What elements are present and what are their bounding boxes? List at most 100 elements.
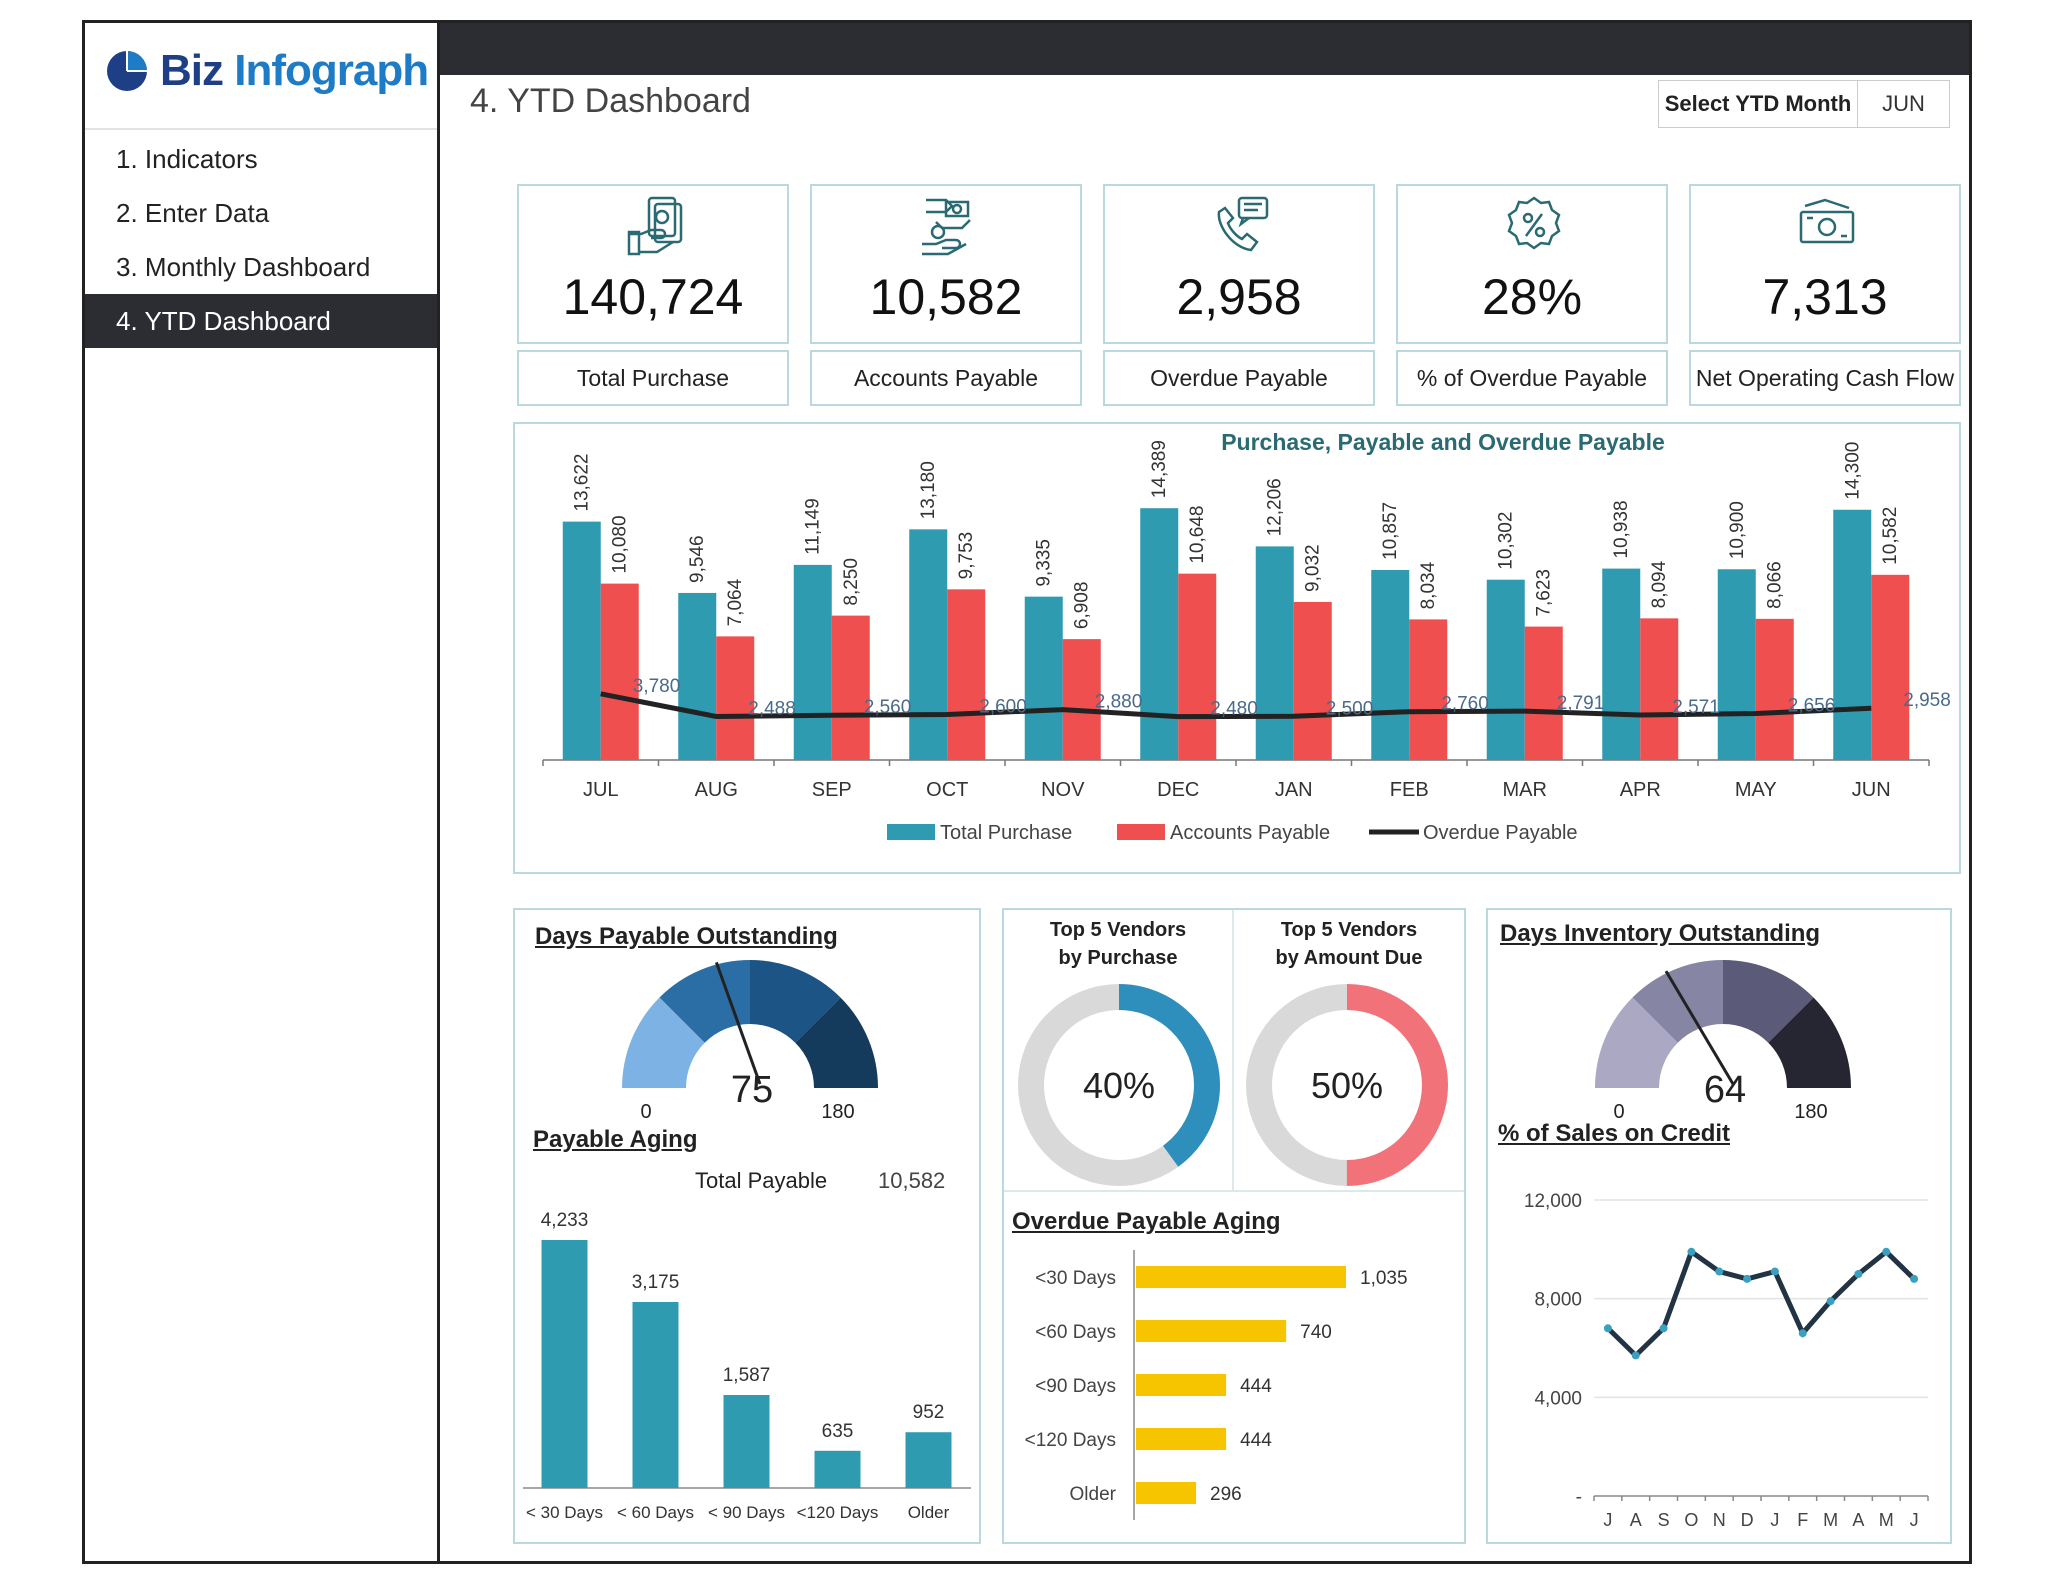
gauge-max-label: 180 (1794, 1101, 1827, 1123)
bar-label-total-purchase: 11,149 (803, 498, 824, 555)
x-tick-label: NOV (1041, 779, 1085, 801)
x-tick-label: < 30 Days (526, 1503, 603, 1522)
x-tick-label: Older (908, 1503, 950, 1522)
x-tick-label: N (1713, 1510, 1726, 1530)
bar-label-accounts-payable: 10,080 (610, 515, 631, 573)
vendor-divider (1232, 910, 1234, 1190)
gauge-value: 64 (1704, 1069, 1746, 1111)
bar-label-accounts-payable: 8,250 (841, 558, 862, 606)
bar-label-payable-aging: 4,233 (541, 1210, 589, 1231)
bar-accounts-payable (831, 615, 870, 760)
gauge-segment (1632, 960, 1723, 1043)
purchase-payable-chart-panel: Purchase, Payable and Overdue Payable 13,… (513, 422, 1961, 874)
line-point-sales-on-credit (1743, 1274, 1752, 1283)
bar-payable-aging (814, 1450, 861, 1488)
payable-aging-chart: 4,233 < 30 Days 3,175 < 60 Days 1,587 < 90 Da… (523, 1210, 971, 1522)
vendor-section-divider (1004, 1190, 1464, 1192)
bar-label-accounts-payable: 8,094 (1649, 560, 1670, 608)
line-sales-on-credit (1606, 1247, 1916, 1359)
donut-slice (1018, 984, 1220, 1186)
bar-label-payable-aging: 1,587 (723, 1365, 771, 1386)
sidebar-item-monthly-dashboard[interactable]: 3. Monthly Dashboard (116, 252, 371, 282)
bar-total-purchase (1602, 568, 1641, 760)
sidebar: Biz Infograph 1. Indicators 2. Enter Dat… (82, 20, 440, 1564)
ytd-month-value[interactable]: JUN (1882, 91, 1925, 116)
kpi-value-accounts-payable: 10,582 (869, 269, 1023, 325)
bar-accounts-payable (1409, 619, 1448, 760)
y-tick-label: <60 Days (1035, 1322, 1116, 1343)
vendors-overdue-panel: Top 5 Vendors by Purchase Top 5 Vendors … (1002, 908, 1466, 1544)
kpi-label-net-operating-cash-flow: Net Operating Cash Flow (1689, 350, 1961, 406)
bar-label-overdue-aging: 444 (1240, 1376, 1272, 1397)
x-tick-label: M (1823, 1510, 1838, 1530)
line-point-sales-on-credit (1910, 1274, 1919, 1283)
overdue-aging-title: Overdue Payable Aging (1012, 1208, 1281, 1235)
line-label-overdue-payable: 2,571 (1672, 697, 1720, 718)
bar-label-total-purchase: 12,206 (1265, 478, 1286, 536)
x-tick-label: JUL (583, 779, 619, 801)
gauge-min-label: 0 (640, 1101, 651, 1123)
bar-total-purchase (1486, 579, 1525, 760)
x-tick-label: F (1797, 1510, 1808, 1530)
bar-total-purchase (1024, 596, 1063, 760)
gauge-segment (622, 997, 705, 1088)
x-tick-label: O (1684, 1510, 1698, 1530)
pie-logo-icon (107, 51, 147, 91)
line-overdue-payable (600, 691, 1872, 720)
bar-overdue-aging (1136, 1428, 1227, 1450)
kpi-value-percent-overdue: 28% (1481, 269, 1583, 325)
y-tick-label: <90 Days (1035, 1376, 1116, 1397)
bar-accounts-payable (947, 589, 986, 760)
dpo-title: Days Payable Outstanding (535, 923, 838, 950)
x-tick-label: MAY (1735, 779, 1777, 801)
logo-text: Biz Infograph (160, 46, 429, 96)
x-tick-label: SEP (812, 779, 852, 801)
bar-accounts-payable (1178, 573, 1217, 760)
bar-label-accounts-payable: 7,623 (1534, 569, 1555, 617)
sidebar-item-ytd-dashboard[interactable]: 4. YTD Dashboard (82, 294, 437, 348)
bar-label-accounts-payable: 8,034 (1418, 561, 1439, 609)
bar-label-total-purchase: 10,900 (1727, 501, 1748, 559)
x-tick-label: FEB (1390, 779, 1429, 801)
bar-label-total-purchase: 14,389 (1149, 440, 1170, 498)
x-tick-label: APR (1620, 779, 1661, 801)
top5-due-title-line2: by Amount Due (1275, 947, 1423, 969)
line-point-sales-on-credit (1687, 1247, 1696, 1256)
gauge-min-label: 0 (1613, 1101, 1624, 1123)
x-tick-label: MAR (1503, 779, 1547, 801)
x-tick-label: JAN (1275, 779, 1313, 801)
kpi-value-overdue-payable: 2,958 (1176, 269, 1302, 325)
sidebar-item-enter-data[interactable]: 2. Enter Data (116, 198, 270, 228)
chart-title: Purchase, Payable and Overdue Payable (1221, 429, 1665, 455)
bar-label-accounts-payable: 7,064 (725, 578, 746, 626)
line-label-overdue-payable: 3,780 (633, 676, 681, 697)
x-tick-label: A (1852, 1510, 1864, 1530)
gauge-segment (1768, 997, 1851, 1088)
bar-label-payable-aging: 3,175 (632, 1272, 680, 1293)
dpo-gauge: 75 0 180 (622, 960, 878, 1123)
ytd-month-selector[interactable]: Select YTD Month JUN (1658, 80, 1950, 128)
gauge-segment (1595, 997, 1678, 1088)
line-label-overdue-payable: 2,600 (979, 697, 1027, 718)
x-tick-label: S (1658, 1510, 1670, 1530)
bar-total-purchase (562, 521, 601, 760)
logo-part-1: Biz (160, 46, 224, 95)
line-point-sales-on-credit (1826, 1297, 1835, 1306)
x-tick-label: J (1770, 1510, 1779, 1530)
y-tick-label: - (1576, 1487, 1582, 1508)
total-payable-value: 10,582 (878, 1168, 946, 1193)
y-tick-label: <120 Days (1025, 1430, 1116, 1451)
top5-due-title: Top 5 Vendors by Amount Due (1234, 916, 1464, 972)
line-point-sales-on-credit (1631, 1351, 1640, 1360)
bar-total-purchase (1833, 509, 1872, 760)
sidebar-item-indicators[interactable]: 1. Indicators (116, 144, 258, 174)
x-tick-label: J (1910, 1510, 1919, 1530)
x-tick-label: <120 Days (797, 1503, 879, 1522)
kpi-card-overdue-payable: 2,958 (1103, 184, 1375, 344)
x-tick-label: J (1603, 1510, 1612, 1530)
ytd-month-label: Select YTD Month (1659, 81, 1858, 127)
bar-label-payable-aging: 952 (913, 1402, 945, 1423)
bar-payable-aging (632, 1301, 679, 1488)
bar-label-total-purchase: 10,302 (1496, 512, 1517, 570)
line-label-overdue-payable: 2,560 (864, 697, 912, 718)
